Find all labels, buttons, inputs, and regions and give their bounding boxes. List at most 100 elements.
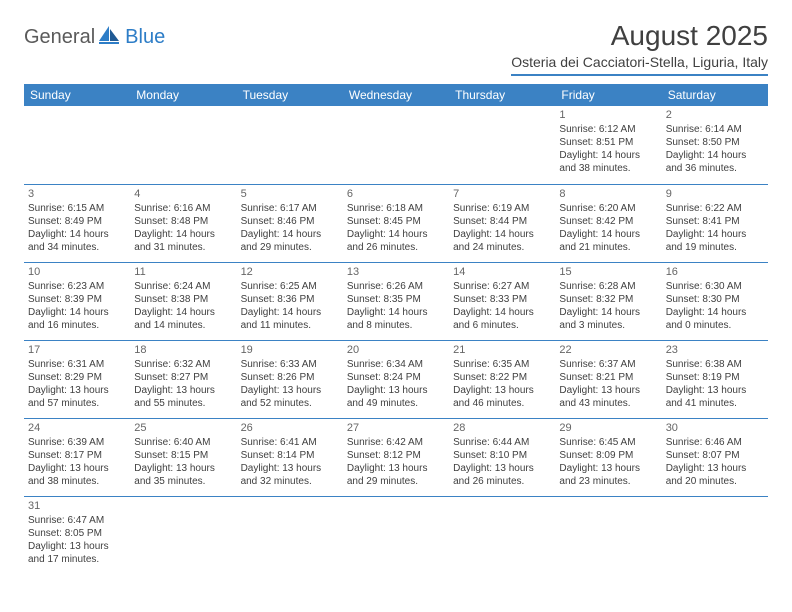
- calendar-day-cell: [130, 496, 236, 574]
- day-info-line: and 35 minutes.: [134, 475, 232, 488]
- day-info-line: Sunrise: 6:30 AM: [666, 280, 764, 293]
- day-number: 29: [559, 421, 657, 435]
- calendar-day-cell: 29Sunrise: 6:45 AMSunset: 8:09 PMDayligh…: [555, 418, 661, 496]
- day-info-line: Sunrise: 6:37 AM: [559, 358, 657, 371]
- calendar-day-cell: [343, 106, 449, 184]
- day-info-line: and 34 minutes.: [28, 241, 126, 254]
- day-info-line: Daylight: 14 hours: [453, 228, 551, 241]
- day-info-line: Daylight: 13 hours: [559, 384, 657, 397]
- logo-text-general: General: [24, 26, 95, 49]
- day-number: 19: [241, 343, 339, 357]
- day-info-line: Sunset: 8:49 PM: [28, 215, 126, 228]
- day-info-line: Sunrise: 6:20 AM: [559, 202, 657, 215]
- day-info-line: Sunrise: 6:28 AM: [559, 280, 657, 293]
- day-info-line: and 26 minutes.: [453, 475, 551, 488]
- day-info-line: and 29 minutes.: [347, 475, 445, 488]
- day-info-line: and 41 minutes.: [666, 397, 764, 410]
- day-info-line: Daylight: 14 hours: [666, 228, 764, 241]
- calendar-day-cell: 8Sunrise: 6:20 AMSunset: 8:42 PMDaylight…: [555, 184, 661, 262]
- day-info-line: Sunrise: 6:47 AM: [28, 514, 126, 527]
- day-info-line: Sunset: 8:09 PM: [559, 449, 657, 462]
- calendar-day-cell: [449, 106, 555, 184]
- weekday-header: Monday: [130, 84, 236, 106]
- day-info-line: Sunrise: 6:18 AM: [347, 202, 445, 215]
- day-number: 26: [241, 421, 339, 435]
- day-info-line: Daylight: 13 hours: [666, 462, 764, 475]
- day-info-line: Daylight: 14 hours: [666, 306, 764, 319]
- day-info-line: Sunrise: 6:23 AM: [28, 280, 126, 293]
- day-info-line: Sunset: 8:07 PM: [666, 449, 764, 462]
- day-info-line: Daylight: 13 hours: [134, 384, 232, 397]
- weekday-header: Wednesday: [343, 84, 449, 106]
- day-info-line: Daylight: 13 hours: [453, 384, 551, 397]
- calendar-day-cell: 24Sunrise: 6:39 AMSunset: 8:17 PMDayligh…: [24, 418, 130, 496]
- day-info-line: Sunrise: 6:15 AM: [28, 202, 126, 215]
- calendar-day-cell: [237, 496, 343, 574]
- day-info-line: Sunset: 8:15 PM: [134, 449, 232, 462]
- day-info-line: Sunrise: 6:22 AM: [666, 202, 764, 215]
- calendar-day-cell: 26Sunrise: 6:41 AMSunset: 8:14 PMDayligh…: [237, 418, 343, 496]
- day-number: 4: [134, 187, 232, 201]
- calendar-day-cell: 22Sunrise: 6:37 AMSunset: 8:21 PMDayligh…: [555, 340, 661, 418]
- weekday-header-row: Sunday Monday Tuesday Wednesday Thursday…: [24, 84, 768, 106]
- day-number: 22: [559, 343, 657, 357]
- day-info-line: Daylight: 14 hours: [241, 228, 339, 241]
- day-number: 3: [28, 187, 126, 201]
- day-number: 30: [666, 421, 764, 435]
- day-info-line: Sunset: 8:26 PM: [241, 371, 339, 384]
- day-info-line: Sunset: 8:12 PM: [347, 449, 445, 462]
- day-info-line: and 38 minutes.: [28, 475, 126, 488]
- day-info-line: Sunset: 8:27 PM: [134, 371, 232, 384]
- calendar-day-cell: 10Sunrise: 6:23 AMSunset: 8:39 PMDayligh…: [24, 262, 130, 340]
- day-number: 7: [453, 187, 551, 201]
- day-number: 8: [559, 187, 657, 201]
- day-info-line: Sunrise: 6:40 AM: [134, 436, 232, 449]
- day-info-line: Sunset: 8:41 PM: [666, 215, 764, 228]
- day-info-line: Sunrise: 6:45 AM: [559, 436, 657, 449]
- day-info-line: Sunset: 8:10 PM: [453, 449, 551, 462]
- day-info-line: Daylight: 14 hours: [134, 306, 232, 319]
- logo-text-blue: Blue: [125, 26, 165, 49]
- calendar-day-cell: 5Sunrise: 6:17 AMSunset: 8:46 PMDaylight…: [237, 184, 343, 262]
- calendar-day-cell: 30Sunrise: 6:46 AMSunset: 8:07 PMDayligh…: [662, 418, 768, 496]
- calendar-day-cell: 9Sunrise: 6:22 AMSunset: 8:41 PMDaylight…: [662, 184, 768, 262]
- day-info-line: Daylight: 13 hours: [28, 462, 126, 475]
- calendar-day-cell: 16Sunrise: 6:30 AMSunset: 8:30 PMDayligh…: [662, 262, 768, 340]
- calendar-week-row: 24Sunrise: 6:39 AMSunset: 8:17 PMDayligh…: [24, 418, 768, 496]
- calendar-day-cell: 6Sunrise: 6:18 AMSunset: 8:45 PMDaylight…: [343, 184, 449, 262]
- calendar-day-cell: 18Sunrise: 6:32 AMSunset: 8:27 PMDayligh…: [130, 340, 236, 418]
- day-info-line: Sunrise: 6:19 AM: [453, 202, 551, 215]
- calendar-week-row: 17Sunrise: 6:31 AMSunset: 8:29 PMDayligh…: [24, 340, 768, 418]
- day-info-line: Sunrise: 6:12 AM: [559, 123, 657, 136]
- day-info-line: Sunrise: 6:38 AM: [666, 358, 764, 371]
- day-number: 20: [347, 343, 445, 357]
- day-info-line: Sunset: 8:39 PM: [28, 293, 126, 306]
- day-info-line: Daylight: 14 hours: [559, 306, 657, 319]
- day-info-line: Sunrise: 6:24 AM: [134, 280, 232, 293]
- day-info-line: and 32 minutes.: [241, 475, 339, 488]
- day-info-line: and 20 minutes.: [666, 475, 764, 488]
- calendar-week-row: 1Sunrise: 6:12 AMSunset: 8:51 PMDaylight…: [24, 106, 768, 184]
- day-info-line: Sunset: 8:17 PM: [28, 449, 126, 462]
- calendar-day-cell: 31Sunrise: 6:47 AMSunset: 8:05 PMDayligh…: [24, 496, 130, 574]
- day-info-line: Sunset: 8:51 PM: [559, 136, 657, 149]
- day-info-line: Daylight: 14 hours: [559, 149, 657, 162]
- calendar-day-cell: 19Sunrise: 6:33 AMSunset: 8:26 PMDayligh…: [237, 340, 343, 418]
- day-info-line: Sunrise: 6:17 AM: [241, 202, 339, 215]
- day-info-line: Daylight: 14 hours: [347, 228, 445, 241]
- day-info-line: Sunset: 8:38 PM: [134, 293, 232, 306]
- day-info-line: Sunrise: 6:31 AM: [28, 358, 126, 371]
- calendar-day-cell: 3Sunrise: 6:15 AMSunset: 8:49 PMDaylight…: [24, 184, 130, 262]
- day-number: 15: [559, 265, 657, 279]
- day-info-line: Sunset: 8:50 PM: [666, 136, 764, 149]
- calendar-day-cell: [662, 496, 768, 574]
- day-info-line: and 49 minutes.: [347, 397, 445, 410]
- day-info-line: Sunset: 8:24 PM: [347, 371, 445, 384]
- day-info-line: Sunrise: 6:35 AM: [453, 358, 551, 371]
- day-number: 24: [28, 421, 126, 435]
- day-info-line: Sunset: 8:32 PM: [559, 293, 657, 306]
- day-info-line: Daylight: 13 hours: [241, 384, 339, 397]
- day-info-line: Sunset: 8:36 PM: [241, 293, 339, 306]
- logo: General Blue: [24, 26, 165, 49]
- day-info-line: and 52 minutes.: [241, 397, 339, 410]
